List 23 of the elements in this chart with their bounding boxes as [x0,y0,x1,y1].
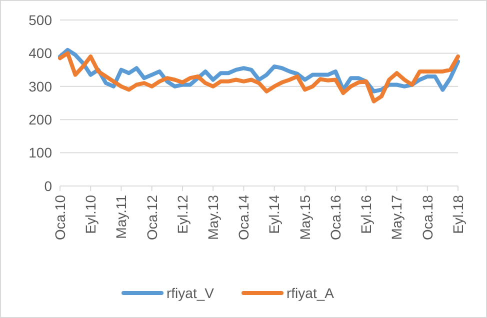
x-tick-label: Eyl.10 [82,194,99,234]
y-tick-label: 400 [28,45,52,62]
y-tick-label: 300 [28,78,52,94]
x-tick-label: May.13 [204,194,221,240]
x-tick-label: May.15 [296,194,313,240]
y-tick-label: 100 [28,144,52,161]
line-series [58,51,460,104]
y-tick-label: 200 [28,112,52,128]
legend-label: rfiyat_V [166,284,215,301]
x-tick-label: Eyl.14 [266,194,282,234]
x-tick-label: Oca.16 [327,194,344,240]
x-tick-label: Oca.12 [144,194,160,240]
x-tick-label: May.11 [113,194,130,239]
x-tick-label: Eyl.18 [450,194,466,234]
x-tick-label: Oca.14 [236,194,252,240]
x-tick-label: May.17 [388,194,405,240]
x-tick-label: Eyl.16 [358,194,374,234]
y-tick-label: 0 [44,178,52,194]
x-tick-label: Oca.18 [419,194,436,240]
x-tick-label: Eyl.12 [174,194,190,234]
y-tick-label: 500 [28,12,52,28]
x-tick-label: Oca.10 [52,194,68,240]
legend-label: rfiyat_A [286,284,335,301]
